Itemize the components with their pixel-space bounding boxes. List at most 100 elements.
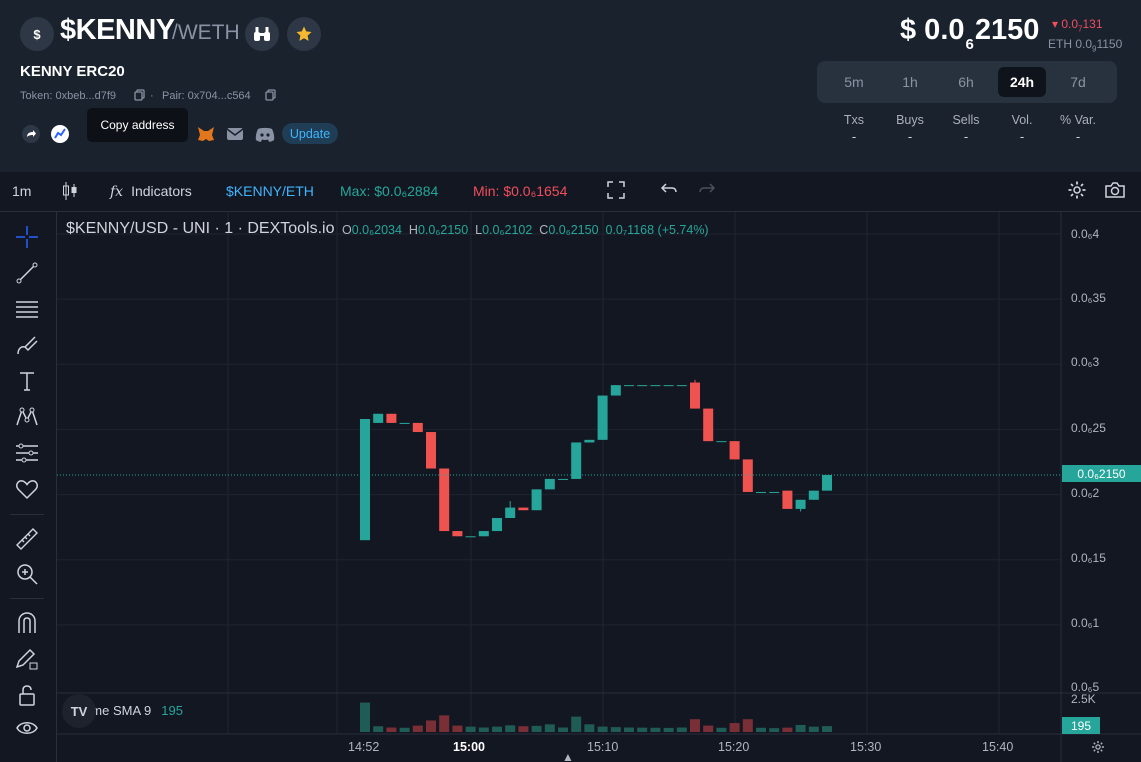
screenshot-button[interactable] [1104,181,1126,202]
lock-drawing-tool[interactable] [12,644,42,674]
redo-button[interactable] [698,181,716,200]
candle-body [373,413,384,423]
candle-body [624,385,634,387]
y-tick: 0.0₆2 [1071,486,1100,500]
brush-tool[interactable] [12,330,42,360]
hide-tool[interactable] [12,713,42,743]
candle-body [729,441,740,460]
stat-sells-label: Sells [952,113,980,127]
candle-body [505,507,516,519]
text-icon [20,372,34,391]
volume-bar [637,727,648,732]
trendline-tool[interactable] [12,258,42,288]
candle-body [610,385,621,396]
indicators-button[interactable]: fx Indicators [110,183,192,200]
timeframe-5m[interactable]: 5m [844,74,864,90]
timeframe-selector: 5m 1h 6h 24h 7d [817,61,1117,103]
candle-body [412,422,423,433]
volume-tag: 195 [1062,717,1100,734]
candle-body [637,385,648,387]
text-tool[interactable] [12,366,42,396]
timeframe-24h[interactable]: 24h [998,67,1046,97]
copy-pair-icon[interactable] [265,89,277,101]
star-icon [296,26,312,41]
candle-body [478,531,489,537]
volume-bar [756,727,766,732]
share-icon[interactable] [21,124,41,144]
min-price: Min: $0.0₆1654 [473,183,568,199]
candle-body [769,491,780,493]
measure-tool[interactable] [12,524,42,554]
fib-tool[interactable] [12,294,42,324]
undo-button[interactable] [660,181,678,200]
y-tick: 0.0₆1 [1071,616,1100,630]
scroll-to-realtime-icon[interactable]: ▲ [562,750,574,762]
candle-body [663,385,674,387]
magnet-icon [18,612,36,633]
pattern-tool[interactable] [12,402,42,432]
volume-bar [650,727,661,732]
eye-icon [16,722,38,734]
zoom-in-icon [17,564,38,585]
discord-icon[interactable] [255,124,275,144]
volume-bar [518,726,529,732]
x-tick: 14:52 [348,740,380,754]
gear-icon [1068,181,1086,199]
ohlc-readout: O0.0₆2034 H0.0₆2150 L0.0₆2102 C0.0₆2150 … [342,223,709,237]
copy-token-icon[interactable] [134,89,146,101]
volume-bar [452,725,463,732]
down-arrow-icon: ▾ [1052,17,1062,31]
fullscreen-button[interactable] [607,181,625,202]
favorite-button[interactable] [287,17,321,51]
candle-body [558,478,568,480]
chart-icon[interactable] [50,124,70,144]
drawing-toolbar [0,212,57,762]
volume-bar [478,727,489,732]
price-change: ▾ 0.07131 [1052,17,1103,34]
stat-sells-value: - [963,129,969,144]
candle-type-button[interactable] [62,181,78,204]
volume-bar [703,725,714,732]
token-name: KENNY ERC20 [20,63,125,80]
volume-bar [544,724,555,732]
favorites-tool[interactable] [12,474,42,504]
stat-var-value: - [1075,129,1081,144]
lock-tool[interactable] [12,680,42,710]
pencil-lock-icon [15,648,38,670]
update-button[interactable]: Update [282,123,338,144]
timeframe-7d[interactable]: 7d [1070,74,1086,90]
candle-body [386,413,397,423]
tool-separator [10,598,44,599]
candle-body [676,385,687,387]
pair-selector[interactable]: $KENNY/ETH [226,183,314,199]
volume-bar [795,724,806,732]
metamask-icon[interactable] [196,124,216,144]
volume-bar [716,727,727,732]
magnet-tool[interactable] [12,608,42,638]
timeframe-6h[interactable]: 6h [958,74,974,90]
stat-vol-label: Vol. [1011,113,1033,127]
timeframe-1h[interactable]: 1h [902,74,918,90]
volume-bar [769,728,780,732]
interval-button[interactable]: 1m [12,183,32,199]
pattern-icon [16,407,38,426]
volume-bar [676,727,687,732]
y-tick: 0.0₆25 [1071,421,1106,435]
volume-bar [412,725,423,732]
zoom-tool[interactable] [12,559,42,589]
axis-settings-button[interactable] [1091,740,1105,759]
mail-icon[interactable] [225,124,245,144]
prediction-tool[interactable] [12,438,42,468]
stat-txs-value: - [851,129,857,144]
volume-bar [373,726,384,732]
tool-separator [10,514,44,515]
x-tick: 15:10 [587,740,619,754]
crosshair-tool[interactable] [12,222,42,252]
volume-bar [742,719,753,732]
price-chart[interactable] [57,212,1141,762]
binoculars-button[interactable] [245,17,279,51]
heart-icon [16,480,38,500]
candle-body [584,439,595,443]
candle-body [399,422,410,424]
settings-button[interactable] [1067,180,1087,203]
